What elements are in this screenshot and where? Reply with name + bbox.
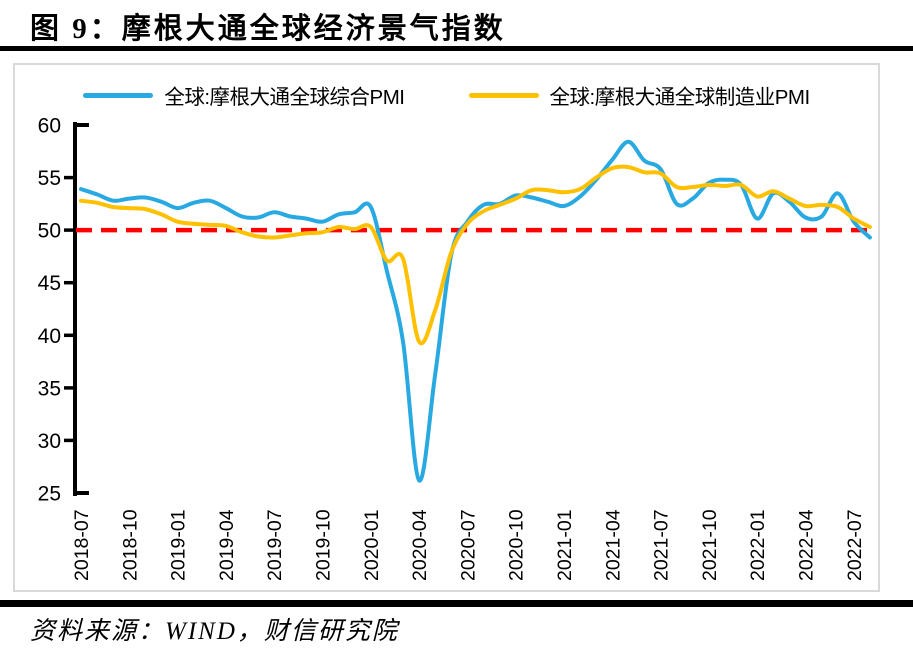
legend-label-manufacturing: 全球:摩根大通全球制造业PMI [549,86,811,109]
title-divider [0,46,913,51]
data-source-note: 资料来源：WIND，财信研究院 [30,618,399,645]
x-tick-label: 2019-01 [168,509,190,581]
chart-panel: 全球:摩根大通全球综合PMI 全球:摩根大通全球制造业PMI 25 30 35 40 4… [13,63,880,592]
legend-item-composite: 全球:摩根大通全球综合PMI [83,80,405,110]
x-tick-label: 2019-07 [264,509,286,581]
legend-swatch-manufacturing-icon [468,92,539,98]
x-tick-label: 2022-01 [747,509,769,581]
bottom-divider [0,600,913,607]
x-tick-label: 2020-07 [457,509,479,581]
x-tick-label: 2018-07 [71,509,93,581]
y-tick-label: 60 [38,115,61,138]
x-tick-label: 2021-04 [602,509,624,581]
legend-label-composite: 全球:摩根大通全球综合PMI [164,86,405,109]
pmi-line-chart: 25 30 35 40 45 50 55 60 2018-07 2018-10 2019-01 201… [38,115,872,581]
x-tick-label: 2020-04 [409,509,431,581]
x-tick-label: 2018-10 [119,509,141,581]
chart-legend: 全球:摩根大通全球综合PMI 全球:摩根大通全球制造业PMI [15,80,878,110]
x-tick-label: 2021-10 [699,509,721,581]
legend-item-manufacturing: 全球:摩根大通全球制造业PMI [468,80,811,110]
y-tick-label: 40 [38,325,61,348]
x-tick-label: 2020-01 [361,509,383,581]
y-tick-label: 45 [38,272,61,295]
legend-swatch-composite-icon [83,92,154,98]
y-tick-label: 35 [38,377,61,400]
y-tick-label: 55 [38,167,61,190]
x-tick-label: 2022-04 [796,509,818,581]
series-manufacturing-line [79,164,872,346]
y-tick-label: 30 [38,430,61,453]
y-tick-label: 50 [38,220,61,243]
x-tick-label: 2020-10 [506,509,528,581]
x-tick-label: 2019-04 [216,509,238,581]
figure-title: 图 9：摩根大通全球经济景气指数 [30,13,506,45]
x-tick-label: 2021-01 [554,509,576,581]
x-tick-label: 2021-07 [651,509,673,581]
x-tick-label: 2019-10 [313,509,335,581]
x-tick-label: 2022-07 [844,509,866,581]
y-tick-label: 25 [38,483,61,506]
